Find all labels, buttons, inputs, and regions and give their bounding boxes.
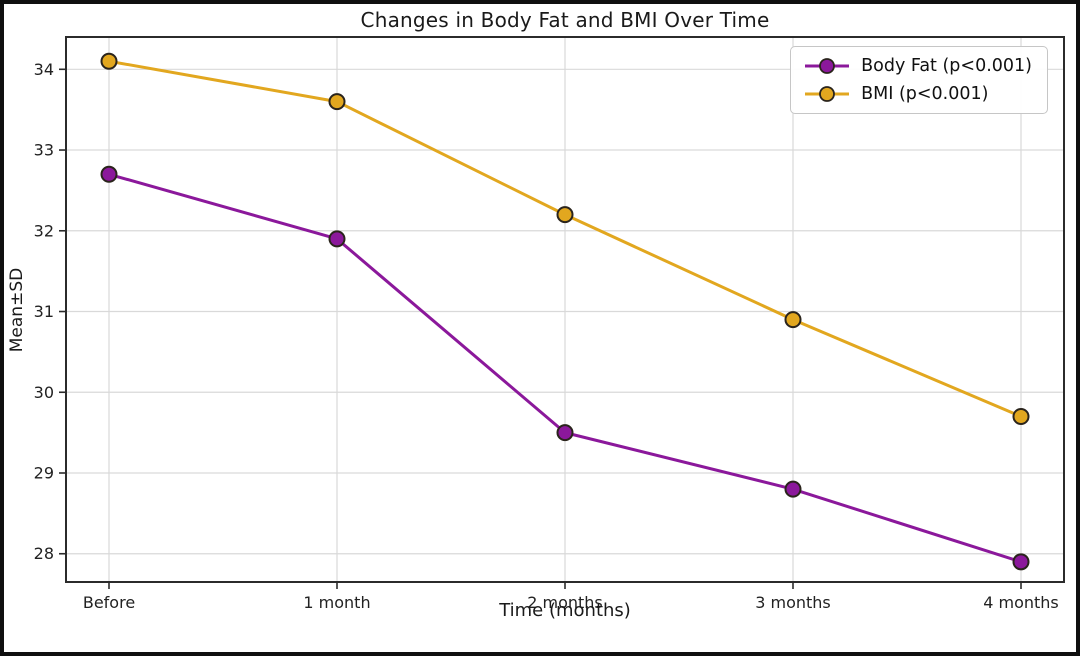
y-tick-label: 33: [34, 141, 54, 160]
legend: Body Fat (p<0.001) BMI (p<0.001): [790, 46, 1048, 114]
legend-marker-icon: [805, 86, 850, 102]
data-point-body-fat-p-0-001: [1012, 553, 1030, 571]
y-tick-label: 34: [34, 60, 54, 79]
y-tick-label: 29: [34, 464, 54, 483]
legend-item-0: Body Fat (p<0.001): [803, 56, 1032, 76]
y-tick-label: 32: [34, 221, 54, 240]
x-tick-label: Before: [83, 593, 135, 612]
chart-canvas: 28 29 30 31 32 33 34 Before 1 month 2 months 3 mon…: [34, 36, 1065, 612]
legend-label: BMI (p<0.001): [861, 84, 989, 104]
data-point-body-fat-p-0-001: [556, 424, 574, 442]
data-point-body-fat-p-0-001: [100, 165, 118, 183]
x-tick-label: 4 months: [983, 593, 1059, 612]
legend-dot: [819, 58, 836, 74]
y-tick-label: 30: [34, 383, 54, 402]
data-point-body-fat-p-0-001: [328, 230, 346, 248]
legend-marker-icon: [805, 58, 850, 74]
x-tick-label: 1 month: [303, 593, 370, 612]
legend-item-1: BMI (p<0.001): [803, 84, 1032, 104]
data-point-bmi-p-0-001: [784, 311, 802, 329]
y-axis-label: Mean±SD: [7, 267, 27, 353]
x-axis-label: Time (months): [499, 600, 631, 621]
data-point-body-fat-p-0-001: [784, 480, 802, 498]
chart-title: Changes in Body Fat and BMI Over Time: [360, 8, 770, 32]
x-tick-label: 3 months: [755, 593, 831, 612]
y-tick-label: 31: [34, 302, 54, 321]
data-point-bmi-p-0-001: [328, 93, 346, 111]
x-tick-label: 2 months: [527, 593, 603, 612]
data-point-bmi-p-0-001: [556, 206, 574, 224]
legend-label: Body Fat (p<0.001): [861, 56, 1032, 76]
data-point-bmi-p-0-001: [1012, 407, 1030, 425]
y-tick-label: 28: [34, 544, 54, 563]
legend-dot: [819, 86, 836, 102]
data-point-bmi-p-0-001: [100, 52, 118, 70]
